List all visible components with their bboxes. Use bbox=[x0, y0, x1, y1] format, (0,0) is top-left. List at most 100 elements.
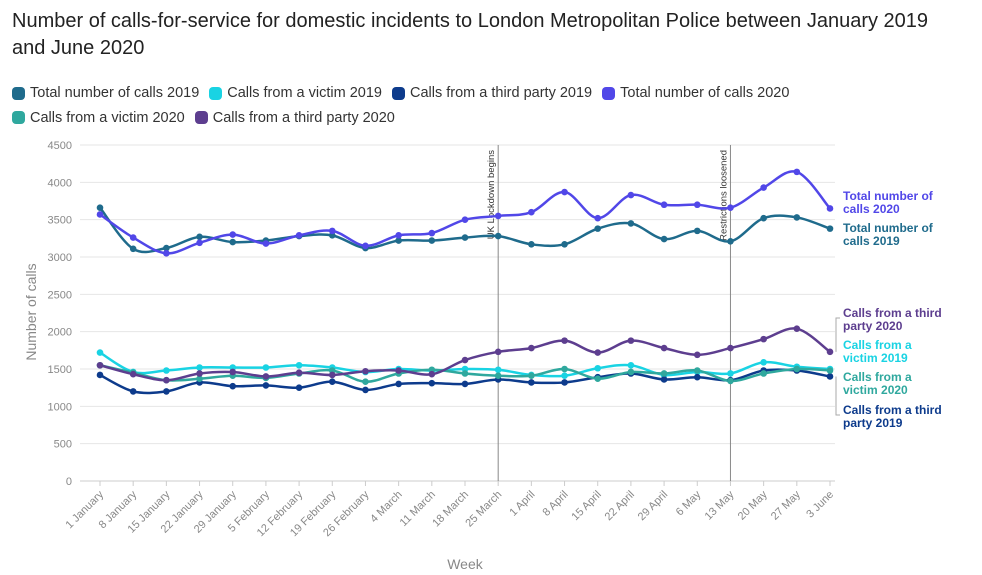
data-point-total-number-of-calls-2020[interactable] bbox=[229, 231, 237, 238]
data-point-calls-from-a-third-party-2020[interactable] bbox=[461, 356, 469, 364]
data-point-calls-from-a-victim-2019[interactable] bbox=[594, 364, 602, 372]
data-point-total-number-of-calls-2020[interactable] bbox=[760, 184, 767, 191]
data-point-calls-from-a-third-party-2019[interactable] bbox=[660, 376, 668, 383]
data-point-total-number-of-calls-2020[interactable] bbox=[362, 242, 369, 250]
data-point-total-number-of-calls-2020[interactable] bbox=[163, 249, 170, 257]
data-point-calls-from-a-victim-2020[interactable] bbox=[826, 367, 834, 374]
data-point-total-number-of-calls-2019[interactable] bbox=[196, 233, 203, 241]
data-point-total-number-of-calls-2019[interactable] bbox=[428, 237, 436, 244]
data-point-calls-from-a-victim-2020[interactable] bbox=[760, 370, 767, 377]
data-point-calls-from-a-third-party-2020[interactable] bbox=[262, 373, 270, 380]
data-point-calls-from-a-victim-2020[interactable] bbox=[461, 370, 469, 377]
data-point-total-number-of-calls-2020[interactable] bbox=[660, 201, 668, 209]
data-point-total-number-of-calls-2020[interactable] bbox=[428, 229, 436, 237]
data-point-total-number-of-calls-2020[interactable] bbox=[196, 239, 203, 247]
data-point-total-number-of-calls-2019[interactable] bbox=[760, 214, 767, 222]
data-point-total-number-of-calls-2019[interactable] bbox=[528, 241, 535, 248]
data-point-calls-from-a-third-party-2020[interactable] bbox=[727, 344, 734, 352]
legend-item-calls-from-a-victim-2019[interactable]: Calls from a victim 2019 bbox=[209, 82, 382, 104]
data-point-calls-from-a-victim-2019[interactable] bbox=[295, 361, 303, 369]
data-point-calls-from-a-third-party-2019[interactable] bbox=[826, 373, 834, 380]
data-point-calls-from-a-third-party-2019[interactable] bbox=[395, 380, 402, 388]
data-point-calls-from-a-victim-2019[interactable] bbox=[760, 358, 767, 366]
data-point-total-number-of-calls-2020[interactable] bbox=[494, 212, 502, 220]
data-point-total-number-of-calls-2020[interactable] bbox=[262, 240, 270, 247]
data-point-calls-from-a-third-party-2020[interactable] bbox=[760, 335, 767, 343]
data-point-total-number-of-calls-2019[interactable] bbox=[793, 214, 801, 221]
data-point-total-number-of-calls-2019[interactable] bbox=[693, 227, 701, 235]
data-point-calls-from-a-third-party-2020[interactable] bbox=[328, 371, 336, 379]
data-point-calls-from-a-third-party-2019[interactable] bbox=[129, 388, 137, 395]
data-point-total-number-of-calls-2019[interactable] bbox=[96, 204, 104, 212]
data-point-total-number-of-calls-2020[interactable] bbox=[627, 191, 635, 199]
data-point-total-number-of-calls-2019[interactable] bbox=[494, 232, 502, 240]
data-point-total-number-of-calls-2019[interactable] bbox=[627, 220, 635, 227]
data-point-total-number-of-calls-2020[interactable] bbox=[528, 208, 535, 216]
data-point-total-number-of-calls-2019[interactable] bbox=[163, 244, 170, 252]
data-point-calls-from-a-third-party-2020[interactable] bbox=[428, 370, 436, 378]
data-point-total-number-of-calls-2020[interactable] bbox=[461, 216, 469, 223]
data-point-calls-from-a-third-party-2019[interactable] bbox=[262, 382, 270, 389]
data-point-total-number-of-calls-2019[interactable] bbox=[826, 225, 834, 232]
data-point-total-number-of-calls-2020[interactable] bbox=[693, 201, 701, 209]
data-point-calls-from-a-third-party-2019[interactable] bbox=[561, 379, 568, 386]
data-point-calls-from-a-victim-2019[interactable] bbox=[494, 366, 502, 374]
data-point-calls-from-a-third-party-2020[interactable] bbox=[163, 376, 170, 384]
data-point-calls-from-a-third-party-2020[interactable] bbox=[793, 325, 801, 332]
data-point-calls-from-a-victim-2020[interactable] bbox=[561, 365, 568, 373]
data-point-calls-from-a-third-party-2020[interactable] bbox=[96, 361, 104, 369]
data-point-calls-from-a-third-party-2019[interactable] bbox=[528, 379, 535, 386]
data-point-calls-from-a-third-party-2020[interactable] bbox=[693, 351, 701, 359]
data-point-calls-from-a-third-party-2020[interactable] bbox=[395, 367, 402, 374]
data-point-total-number-of-calls-2020[interactable] bbox=[793, 168, 801, 176]
data-point-total-number-of-calls-2019[interactable] bbox=[395, 237, 402, 244]
data-point-calls-from-a-third-party-2019[interactable] bbox=[295, 384, 303, 391]
data-point-calls-from-a-victim-2020[interactable] bbox=[594, 375, 602, 383]
data-point-total-number-of-calls-2019[interactable] bbox=[594, 225, 602, 232]
legend-item-calls-from-a-third-party-2019[interactable]: Calls from a third party 2019 bbox=[391, 82, 592, 104]
data-point-calls-from-a-victim-2020[interactable] bbox=[362, 378, 369, 385]
legend-item-total-number-of-calls-2019[interactable]: Total number of calls 2019 bbox=[12, 82, 199, 104]
data-point-calls-from-a-third-party-2019[interactable] bbox=[163, 388, 170, 395]
data-point-total-number-of-calls-2020[interactable] bbox=[295, 232, 303, 239]
data-point-calls-from-a-third-party-2020[interactable] bbox=[627, 337, 635, 344]
data-point-calls-from-a-third-party-2019[interactable] bbox=[96, 371, 104, 379]
data-point-calls-from-a-victim-2020[interactable] bbox=[528, 372, 535, 380]
data-point-calls-from-a-victim-2019[interactable] bbox=[727, 370, 734, 377]
data-point-calls-from-a-victim-2020[interactable] bbox=[660, 370, 668, 377]
data-point-total-number-of-calls-2020[interactable] bbox=[129, 234, 137, 241]
data-point-calls-from-a-third-party-2019[interactable] bbox=[362, 386, 369, 394]
data-point-total-number-of-calls-2020[interactable] bbox=[826, 205, 834, 212]
data-point-calls-from-a-victim-2019[interactable] bbox=[196, 364, 203, 371]
data-point-calls-from-a-third-party-2020[interactable] bbox=[362, 367, 369, 375]
data-point-calls-from-a-victim-2019[interactable] bbox=[627, 361, 635, 369]
legend-item-calls-from-a-victim-2020[interactable]: Calls from a victim 2020 bbox=[12, 107, 185, 129]
data-point-total-number-of-calls-2020[interactable] bbox=[727, 204, 734, 212]
data-point-total-number-of-calls-2020[interactable] bbox=[561, 188, 568, 196]
data-point-calls-from-a-victim-2019[interactable] bbox=[163, 367, 170, 374]
data-point-calls-from-a-third-party-2020[interactable] bbox=[494, 348, 502, 356]
data-point-calls-from-a-victim-2019[interactable] bbox=[561, 372, 568, 380]
data-point-total-number-of-calls-2019[interactable] bbox=[229, 238, 237, 246]
data-point-total-number-of-calls-2019[interactable] bbox=[461, 234, 469, 241]
data-point-calls-from-a-victim-2020[interactable] bbox=[793, 365, 801, 373]
data-point-calls-from-a-third-party-2020[interactable] bbox=[528, 344, 535, 352]
data-point-calls-from-a-victim-2020[interactable] bbox=[494, 372, 502, 380]
data-point-total-number-of-calls-2020[interactable] bbox=[328, 227, 336, 235]
legend-item-calls-from-a-third-party-2020[interactable]: Calls from a third party 2020 bbox=[194, 107, 395, 129]
data-point-calls-from-a-third-party-2020[interactable] bbox=[594, 349, 602, 356]
data-point-total-number-of-calls-2020[interactable] bbox=[395, 232, 402, 239]
data-point-total-number-of-calls-2019[interactable] bbox=[129, 245, 137, 253]
data-point-calls-from-a-third-party-2019[interactable] bbox=[693, 373, 701, 381]
data-point-calls-from-a-third-party-2020[interactable] bbox=[295, 369, 303, 377]
data-point-calls-from-a-third-party-2020[interactable] bbox=[561, 337, 568, 344]
data-point-calls-from-a-third-party-2020[interactable] bbox=[826, 348, 834, 356]
data-point-calls-from-a-victim-2020[interactable] bbox=[627, 368, 635, 376]
legend-item-total-number-of-calls-2020[interactable]: Total number of calls 2020 bbox=[602, 82, 789, 104]
data-point-calls-from-a-third-party-2019[interactable] bbox=[461, 380, 469, 388]
data-point-calls-from-a-third-party-2020[interactable] bbox=[196, 370, 203, 377]
data-point-calls-from-a-third-party-2020[interactable] bbox=[129, 370, 137, 378]
data-point-total-number-of-calls-2019[interactable] bbox=[660, 235, 668, 243]
data-point-calls-from-a-third-party-2019[interactable] bbox=[229, 382, 237, 390]
data-point-calls-from-a-third-party-2020[interactable] bbox=[660, 344, 668, 352]
